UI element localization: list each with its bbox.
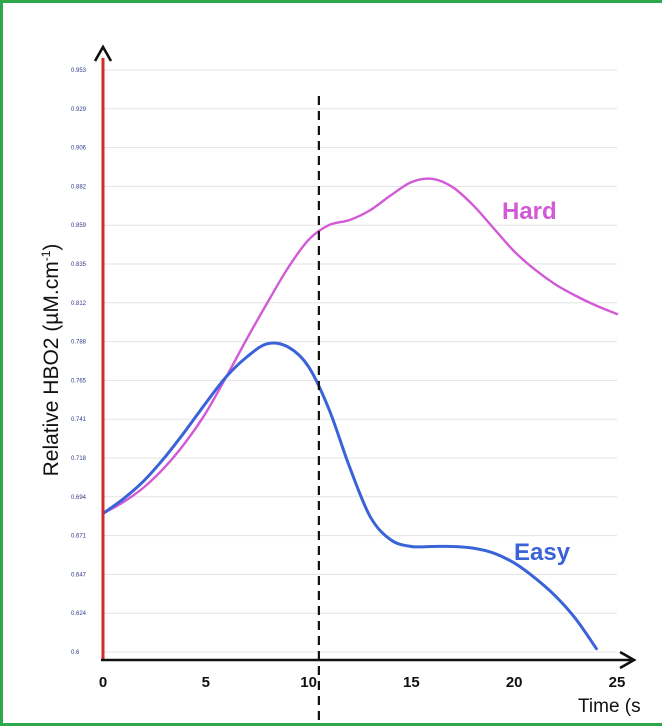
- y-tick-label: 0.882: [71, 184, 87, 190]
- series-lines: [101, 177, 619, 651]
- y-tick-label: 0.6: [71, 650, 80, 656]
- y-tick-label: 0.647: [71, 572, 87, 578]
- y-tick-label: 0.788: [71, 340, 87, 346]
- y-tick-labels: 0.953 0.929 0.906 0.882 0.859 0.835 0.812 0.788…: [71, 68, 87, 656]
- y-tick-label: 0.741: [71, 417, 87, 423]
- y-tick-label: 0.859: [71, 223, 87, 229]
- x-tick-label: 10: [300, 674, 317, 691]
- series-label-hard: Hard: [502, 198, 557, 225]
- series-label-easy: Easy: [514, 539, 571, 566]
- y-tick-label: 0.765: [71, 378, 87, 384]
- y-tick-label: 0.812: [71, 301, 87, 307]
- y-tick-label: 0.694: [71, 495, 87, 501]
- y-tick-label: 0.953: [71, 68, 87, 74]
- x-axis-label: Time (s: [578, 696, 641, 717]
- x-tick-label: 15: [403, 674, 420, 691]
- x-tick-label: 0: [99, 674, 107, 691]
- series-line-hard: [101, 177, 619, 515]
- x-tick-label: 5: [202, 674, 210, 691]
- x-tick-label: 20: [506, 674, 523, 691]
- x-tick-labels: 0 5 10 15 20 25: [99, 674, 626, 691]
- grid-lines: [103, 69, 617, 653]
- y-axis-label: Relative HBO2 (µM.cm-1): [39, 244, 63, 477]
- x-tick-label: 25: [609, 674, 626, 691]
- y-tick-label: 0.906: [71, 146, 87, 152]
- x-axis-arrow: [619, 650, 637, 670]
- y-axis-arrow: [93, 44, 113, 62]
- y-tick-label: 0.835: [71, 262, 87, 268]
- y-tick-label: 0.624: [71, 611, 87, 617]
- y-tick-label: 0.718: [71, 456, 87, 462]
- series-line-easy: [101, 341, 598, 651]
- y-tick-label: 0.929: [71, 107, 87, 113]
- y-tick-label: 0.671: [71, 534, 87, 540]
